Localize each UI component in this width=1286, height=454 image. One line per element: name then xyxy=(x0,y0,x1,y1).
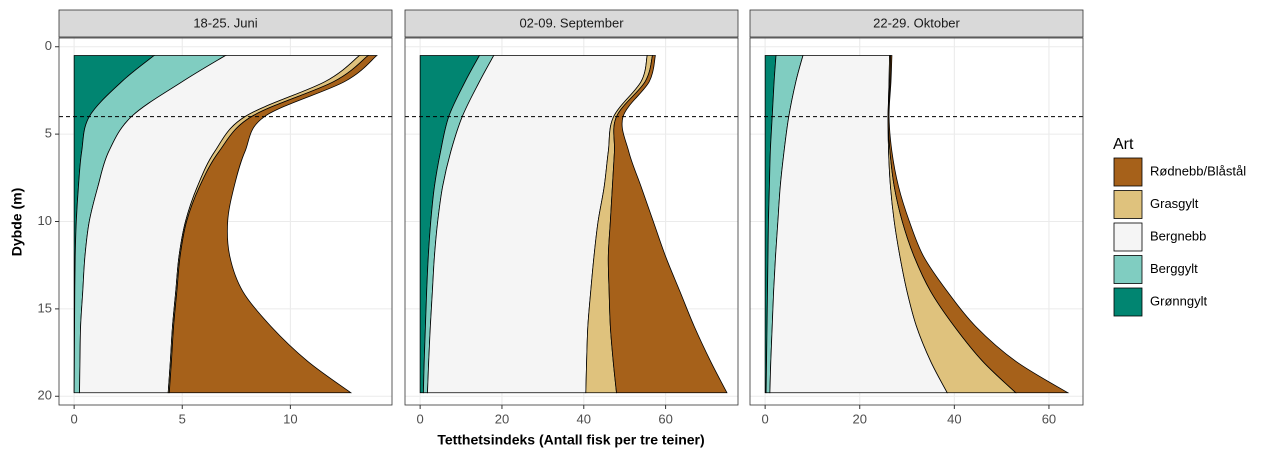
area xyxy=(607,55,728,394)
area xyxy=(168,55,378,394)
legend-label: Grønngylt xyxy=(1150,293,1207,308)
y-axis-title: Dybde (m) xyxy=(9,188,25,256)
strip-label: 02-09. September xyxy=(519,15,624,30)
strip-label: 18-25. Juni xyxy=(193,15,257,30)
strip-label: 22-29. Oktober xyxy=(873,15,960,30)
y-tick-label: 0 xyxy=(45,38,52,53)
x-tick-label: 60 xyxy=(658,411,672,426)
y-tick-label: 10 xyxy=(38,213,52,228)
legend-label: Bergnebb xyxy=(1150,228,1206,243)
x-tick-label: 40 xyxy=(577,411,591,426)
panel-border xyxy=(749,37,1084,406)
x-tick-label: 0 xyxy=(762,411,769,426)
y-tick-label: 15 xyxy=(38,300,52,315)
x-tick-label: 10 xyxy=(283,411,297,426)
legend-key xyxy=(1113,222,1143,252)
strip xyxy=(58,9,393,38)
y-tick-label: 5 xyxy=(45,126,52,141)
strip xyxy=(749,9,1084,38)
panel-border xyxy=(404,37,739,406)
legend-label: Berggylt xyxy=(1150,261,1198,276)
x-tick-label: 0 xyxy=(71,411,78,426)
x-tick-label: 5 xyxy=(179,411,186,426)
x-tick-label: 60 xyxy=(1042,411,1056,426)
legend-title: Art xyxy=(1113,136,1134,153)
legend-key xyxy=(1113,287,1143,317)
legend-label: Rødnebb/Blåstål xyxy=(1150,163,1246,178)
legend-key xyxy=(1113,255,1143,284)
x-tick-label: 0 xyxy=(417,411,424,426)
y-tick-label: 20 xyxy=(38,388,52,403)
x-axis-title: Tetthetsindeks (Antall fisk per tre tein… xyxy=(437,432,704,448)
panel-border xyxy=(58,37,393,406)
area xyxy=(887,55,1070,394)
x-tick-label: 20 xyxy=(495,411,509,426)
legend-label: Grasgylt xyxy=(1150,196,1199,211)
legend-key xyxy=(1113,190,1143,219)
legend-key xyxy=(1113,157,1143,187)
x-tick-label: 40 xyxy=(947,411,961,426)
strip xyxy=(404,9,739,38)
x-tick-label: 20 xyxy=(853,411,867,426)
